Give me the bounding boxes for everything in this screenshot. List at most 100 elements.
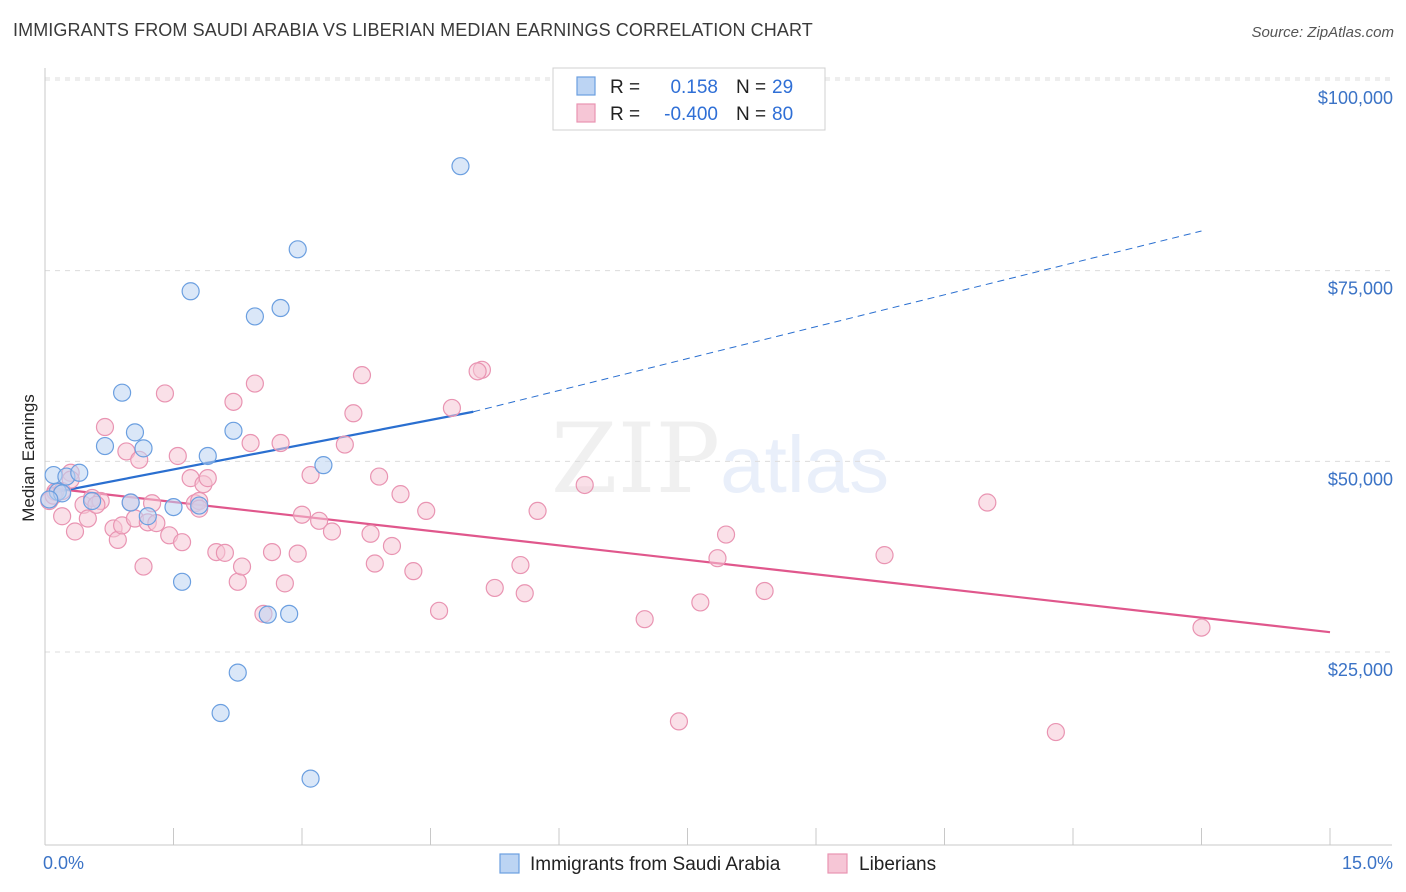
liberians-point [391,485,410,504]
liberians-point [361,524,380,543]
legend-n-label-blue: N = [736,77,766,98]
liberians-point [635,610,654,629]
saudi-arabia-point [134,439,153,458]
x-tick-label-start: 0.0% [43,853,84,873]
trend-lines [49,230,1331,634]
saudi-arabia-point [228,663,247,682]
liberians-point [575,475,594,495]
liberians-point [275,574,294,593]
liberians-point [65,522,85,541]
saudi-arabia-point [198,446,217,466]
liberians-point [669,712,689,731]
liberians-point [485,578,504,598]
liberians-point [352,366,372,385]
y-tick-labels: $25,000 $50,000 $75,000 $100,000 [1318,88,1393,680]
liberians-point [528,501,547,521]
saudi-arabia-point [40,490,59,509]
saudi-arabia-point [271,298,290,318]
saudi-arabia-point [224,421,243,440]
liberians-point [404,562,423,581]
x-ticks [173,828,1331,845]
y-tick-label: $75,000 [1328,279,1393,299]
bottom-legend-swatch-blue [499,853,520,874]
bottom-legend-label-blue: Immigrants from Saudi Arabia [530,854,781,875]
y-axis-label: Median Earnings [19,394,38,522]
liberians-point [198,469,217,488]
liberians-point [241,433,260,453]
liberians-point [691,593,710,612]
saudi-arabia-point [211,703,230,723]
liberians-point [335,435,354,454]
liberians-point [708,549,727,568]
liberians-point [875,546,894,565]
legend-n-label-pink: N = [736,104,766,125]
liberians-point [288,544,307,563]
saudi-arabia-point [125,423,145,442]
liberians-point [365,554,384,573]
saudi-arabia-point [288,240,307,259]
trend-line-saudi-extension [473,230,1202,413]
liberians-point [172,533,192,552]
liberians-point [417,501,436,521]
liberians-point [1192,618,1211,637]
y-tick-label: $50,000 [1328,469,1393,489]
liberians-point [262,542,282,562]
legend-swatch-blue [576,76,596,96]
legend-swatch-pink [576,103,596,123]
liberians-point [716,525,736,544]
saudi-arabia-point [190,496,209,515]
liberians-point [755,581,774,601]
legend-n-value-pink: 80 [772,104,793,125]
liberians-point [271,433,290,453]
liberians-point [429,601,449,620]
liberians-point [442,398,462,418]
legend-r-value-blue: 0.158 [670,77,718,98]
saudi-arabia-point [245,307,264,326]
liberians-point [322,522,342,541]
y-tick-label: $25,000 [1328,660,1393,680]
liberians-point [382,536,402,556]
chart-title: IMMIGRANTS FROM SAUDI ARABIA VS LIBERIAN… [13,20,813,40]
watermark: ZIPatlas [551,403,889,515]
liberians-point [117,442,136,461]
liberians-point [978,493,997,512]
liberians-point [215,543,234,562]
legend-r-label-pink: R = [610,104,640,125]
saudi-arabia-point [181,282,200,301]
saudi-arabia-point [83,491,102,511]
saudi-arabia-point [112,383,132,402]
liberians-point [53,507,72,526]
saudi-arabia-point [95,436,115,456]
liberians-point [245,374,264,393]
source-credit: Source: ZipAtlas.com [1251,24,1394,41]
liberians-point [292,505,312,524]
liberians-point [232,557,252,576]
trend-line-saudi [49,410,474,495]
trend-line-liberians [49,486,1331,634]
liberians-point [78,509,97,528]
bottom-legend-swatch-pink [827,853,848,874]
saudi-arabia-point [280,604,299,623]
liberians-point [224,392,243,411]
legend-r-value-pink: -0.400 [664,104,718,125]
saudi-arabia-point [314,456,333,475]
bottom-legend: Immigrants from Saudi Arabia Liberians [499,853,936,875]
saudi-arabia-point [70,463,89,482]
liberians-point [155,384,175,403]
liberians-point [344,404,363,423]
y-tick-label: $100,000 [1318,88,1393,108]
saudi-arabia-point [451,157,470,176]
liberians-point [168,446,187,466]
liberians-point [511,555,530,575]
liberians-point [134,557,153,576]
liberians-point [370,467,389,486]
legend-r-label-blue: R = [610,77,640,98]
liberians-point [301,465,320,485]
liberians-point [515,584,534,603]
liberians-point [1046,722,1065,742]
saudi-arabia-point [138,507,157,526]
x-tick-label-end: 15.0% [1342,853,1393,873]
liberians-point [310,511,329,530]
saudi-arabia-point [164,497,183,517]
